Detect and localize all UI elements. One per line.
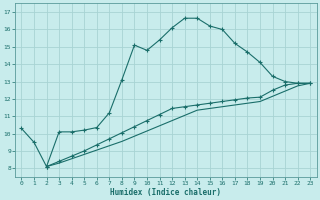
X-axis label: Humidex (Indice chaleur): Humidex (Indice chaleur)	[110, 188, 221, 197]
